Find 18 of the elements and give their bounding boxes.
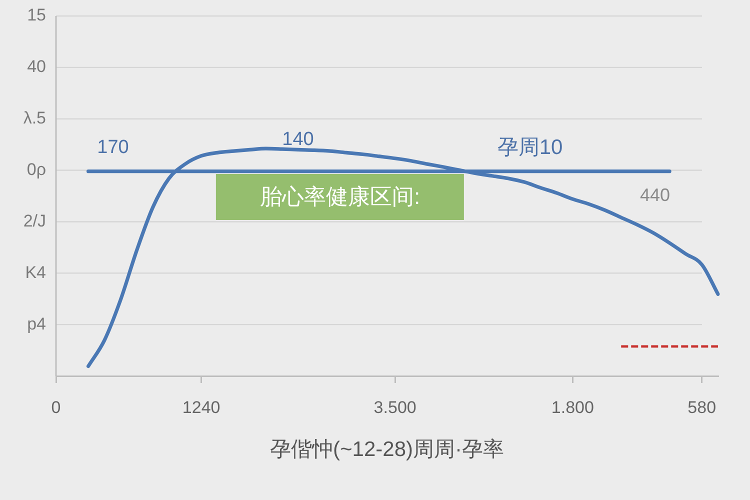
x-tick-label: 0 (51, 398, 61, 417)
text: λ.5 (23, 108, 46, 128)
x-axis-title: 孕偕忡(~12-28)周周·孕率 (270, 438, 504, 461)
annotation: 440 (640, 184, 670, 205)
x-tick-label: 580 (688, 398, 716, 417)
annotation: 170 (97, 137, 129, 158)
text: p4 (27, 314, 46, 334)
x-tick-label: 1.800 (551, 398, 594, 417)
text: 0ρ (26, 160, 46, 179)
x-tick-label: 1240 (182, 398, 220, 417)
text: 15 (27, 6, 46, 25)
label-box: 胎心率健康区间: (216, 174, 464, 220)
annotation: 孕周10 (497, 136, 563, 159)
text: K4 (25, 262, 46, 282)
x-tick-label: 3.500 (374, 398, 416, 417)
annotation: 140 (282, 129, 314, 150)
text: 40 (27, 57, 46, 76)
text: 2/J (23, 211, 46, 230)
